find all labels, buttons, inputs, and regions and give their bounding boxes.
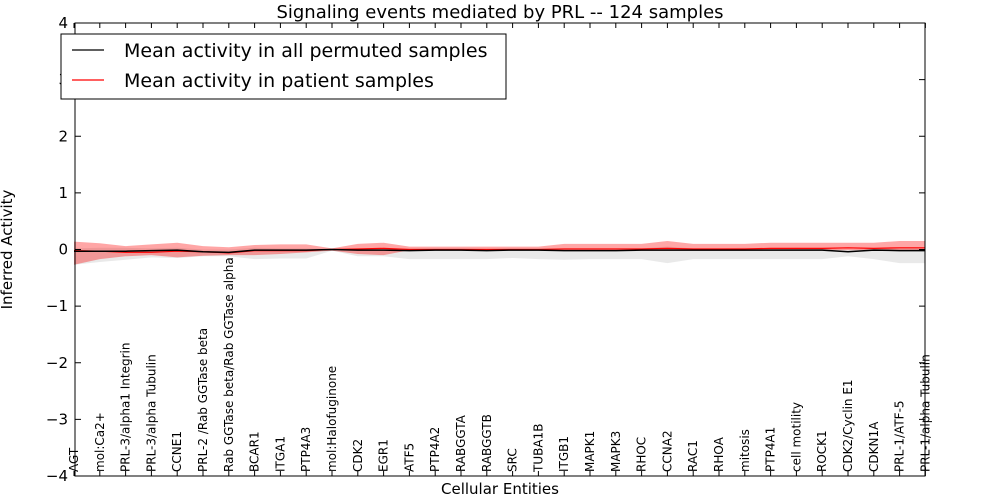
x-tick-label: RABGGTB <box>480 414 494 472</box>
x-tick-label: mol:Ca2+ <box>93 412 107 472</box>
x-tick-label: CDK2 <box>351 439 365 472</box>
x-tick-label: PRL-3/alpha Tubulin <box>144 354 158 472</box>
y-tick-label: 4 <box>58 14 68 32</box>
x-tick-label: RAC1 <box>686 440 700 472</box>
x-tick-label: ATF5 <box>402 443 416 472</box>
x-tick-label: MAPK1 <box>583 431 597 472</box>
x-tick-label: PRL-1/ATF-5 <box>893 400 907 472</box>
x-axis-ticks: AGT mol:Ca2+ PRL-3/alpha1 Integrin PRL-3/al… <box>67 23 932 476</box>
x-tick-label: RABGGTA <box>454 414 468 472</box>
x-tick-label: PRL-3/alpha1 Integrin <box>119 343 133 473</box>
x-tick-label: CCNE1 <box>170 431 184 472</box>
x-tick-label: ROCK1 <box>815 430 829 472</box>
x-tick-label: CCNA2 <box>660 430 674 472</box>
x-axis-label: Cellular Entities <box>441 480 559 498</box>
y-axis-label: Inferred Activity <box>0 189 16 309</box>
x-tick-label: cell motility <box>789 402 803 472</box>
y-tick-label: −2 <box>46 354 68 372</box>
x-tick-label: CDK2/Cyclin E1 <box>841 379 855 472</box>
x-tick-label: PTP4A2 <box>428 427 442 472</box>
chart-title: Signaling events mediated by PRL -- 124 … <box>276 2 723 23</box>
x-tick-label: PRL-2 /Rab GGTase beta <box>196 328 210 472</box>
x-tick-label: AGT <box>67 447 81 472</box>
y-tick-label: 1 <box>58 184 68 202</box>
x-tick-label: TUBA1B <box>531 424 545 473</box>
x-tick-label: Rab GGTase beta/Rab GGTase alpha <box>222 257 236 472</box>
x-tick-label: PTP4A3 <box>299 427 313 472</box>
y-tick-label: −1 <box>46 297 68 315</box>
x-tick-label: MAPK3 <box>609 431 623 472</box>
x-tick-label: CDKN1A <box>867 421 881 472</box>
legend-label-patient: Mean activity in patient samples <box>124 70 434 92</box>
line-permuted <box>74 248 926 254</box>
x-tick-label: ITGB1 <box>557 436 571 472</box>
legend-label-permuted: Mean activity in all permuted samples <box>124 40 487 62</box>
x-tick-label: ITGA1 <box>273 436 287 472</box>
plot-frame <box>74 22 926 477</box>
y-tick-label: −3 <box>46 410 68 428</box>
x-tick-label: BCAR1 <box>248 431 262 472</box>
x-tick-label: mitosis <box>738 429 752 472</box>
y-tick-label: 2 <box>58 127 68 145</box>
x-tick-label: mol:Halofuginone <box>325 366 339 472</box>
y-tick-label: 0 <box>58 241 68 259</box>
series-lines <box>73 247 926 254</box>
x-tick-label: PTP4A1 <box>764 427 778 472</box>
x-tick-label: RHOA <box>712 436 726 472</box>
legend: Mean activity in all permuted samples Me… <box>60 33 507 100</box>
legend-box <box>60 33 507 100</box>
x-tick-label: SRC <box>506 448 520 472</box>
x-tick-label: RHOC <box>635 437 649 472</box>
x-tick-label: EGR1 <box>377 439 391 472</box>
y-tick-label: −4 <box>46 467 68 485</box>
band-patient <box>74 241 926 265</box>
